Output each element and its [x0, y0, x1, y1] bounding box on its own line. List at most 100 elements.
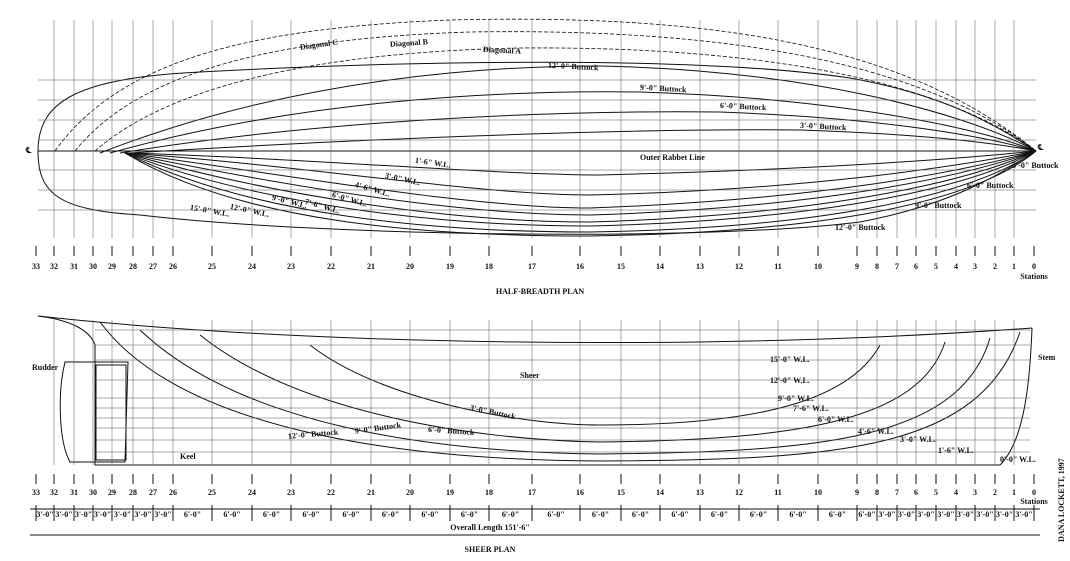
spacing-label: 3'-0" [878, 510, 895, 519]
station-number: 32 [50, 262, 58, 271]
station-number: 26 [169, 488, 177, 497]
diagonal-label: Diagonal A [483, 45, 522, 56]
station-number: 27 [149, 262, 157, 271]
spacing-label: 3'-0" [996, 510, 1013, 519]
station-number: 27 [149, 488, 157, 497]
waterline-label: 1'-6" W.L. [938, 446, 974, 455]
spacing-label: 6'-0" [547, 510, 564, 519]
spacing-label: 3'-0" [114, 510, 131, 519]
spacing-label: 6'-0" [829, 510, 846, 519]
waterline-label: 15'-0" W.L. [189, 203, 230, 219]
station-number: 2 [993, 262, 997, 271]
station-number: 1 [1012, 262, 1016, 271]
station-number: 7 [895, 262, 899, 271]
station-number: 2 [993, 488, 997, 497]
station-number: 13 [696, 488, 704, 497]
station-number: 15 [617, 262, 625, 271]
spacing-label: 6'-0" [858, 510, 875, 519]
spacing-label: 3'-0" [75, 510, 92, 519]
station-number: 24 [248, 262, 256, 271]
station-number: 33 [32, 488, 40, 497]
diagonal-label: Diagonal C [299, 37, 339, 51]
station-number: 18 [485, 488, 493, 497]
station-number: 19 [446, 262, 454, 271]
buttock-label: 12'-0" Buttock [548, 61, 599, 73]
buttock-label: 3'-0" Buttock [469, 403, 517, 422]
waterline-label: 9'-0" W.L. [271, 193, 308, 210]
station-number: 18 [485, 262, 493, 271]
station-number: 21 [367, 488, 375, 497]
station-number: 26 [169, 262, 177, 271]
station-number: 11 [774, 262, 782, 271]
spacing-label: 6'-0" [263, 510, 280, 519]
waterline-label: 4'-6" W.L. [858, 427, 894, 436]
station-number: 3 [973, 262, 977, 271]
rudder-label: Rudder [32, 363, 59, 372]
spacing-label: 6'-0" [671, 510, 688, 519]
diagonal-label: Diagonal B [390, 37, 429, 49]
stem-label: Stem [1038, 353, 1056, 362]
waterline-label: 3'-0" W.L. [384, 171, 421, 187]
station-number: 3 [973, 488, 977, 497]
station-number: 4 [954, 488, 958, 497]
station-number: 33 [32, 262, 40, 271]
spacing-label: 6'-0" [711, 510, 728, 519]
buttock-label: 3'-0" Buttock [1012, 161, 1059, 170]
station-number: 17 [528, 262, 536, 271]
spacing-label: 6'-0" [184, 510, 201, 519]
station-number: 10 [814, 262, 822, 271]
sheer-drawing [38, 316, 1032, 465]
station-number: 17 [528, 488, 536, 497]
station-number: 30 [89, 488, 97, 497]
station-number: 5 [934, 488, 938, 497]
station-number: 20 [406, 488, 414, 497]
spacing-label: 6'-0" [421, 510, 438, 519]
stations-label: Stations [1020, 272, 1048, 281]
plan-title: HALF-BREADTH PLAN [496, 287, 584, 296]
station-number: 25 [208, 262, 216, 271]
station-number: 0 [1032, 488, 1036, 497]
station-number: 10 [814, 488, 822, 497]
station-number: 15 [617, 488, 625, 497]
station-number: 12 [735, 262, 743, 271]
station-number: 4 [954, 262, 958, 271]
station-number: 24 [248, 488, 256, 497]
buttock-label: 6'-0" Buttock [967, 181, 1014, 190]
buttock-label: 9'-0" Buttock [915, 201, 962, 210]
waterline-label: 15'-0" W.L. [770, 355, 810, 364]
spacing-label: 3'-0" [898, 510, 915, 519]
station-number: 1 [1012, 488, 1016, 497]
spacing-label: 3'-0" [1015, 510, 1032, 519]
spacing-label: 3'-0" [917, 510, 934, 519]
station-number: 8 [875, 262, 879, 271]
keel-label: Keel [180, 452, 196, 461]
buttock-label: 6'-0" Buttock [428, 425, 476, 437]
station-number: 7 [895, 488, 899, 497]
station-number: 31 [70, 262, 78, 271]
station-number: 30 [89, 262, 97, 271]
spacing-label: 3'-0" [55, 510, 72, 519]
station-number: 22 [327, 262, 335, 271]
sheer-label: Sheer [520, 371, 540, 380]
credit: DANA LOCKETT, 1997 [1057, 458, 1066, 542]
spacing-label: 3'-0" [976, 510, 993, 519]
waterline-label: 3'-0" W.L. [900, 435, 936, 444]
station-number: 9 [855, 488, 859, 497]
station-number: 9 [855, 262, 859, 271]
station-number: 28 [129, 488, 137, 497]
station-number: 6 [914, 488, 918, 497]
spacing-label: 6'-0" [632, 510, 649, 519]
lines-plan: 3333323231313030292928282727262625252424… [0, 0, 1070, 561]
spacing-label: 6'-0" [789, 510, 806, 519]
buttock-label: 6'-0" Buttock [720, 101, 767, 112]
station-number: 23 [287, 262, 295, 271]
rabbet-label: Outer Rabbet Line [640, 153, 705, 162]
station-number: 5 [934, 262, 938, 271]
half-breadth-drawing [38, 19, 1036, 236]
station-number: 23 [287, 488, 295, 497]
station-number: 31 [70, 488, 78, 497]
station-number: 28 [129, 262, 137, 271]
spacing-label: 6'-0" [592, 510, 609, 519]
station-number: 6 [914, 262, 918, 271]
spacing-label: 3'-0" [154, 510, 171, 519]
